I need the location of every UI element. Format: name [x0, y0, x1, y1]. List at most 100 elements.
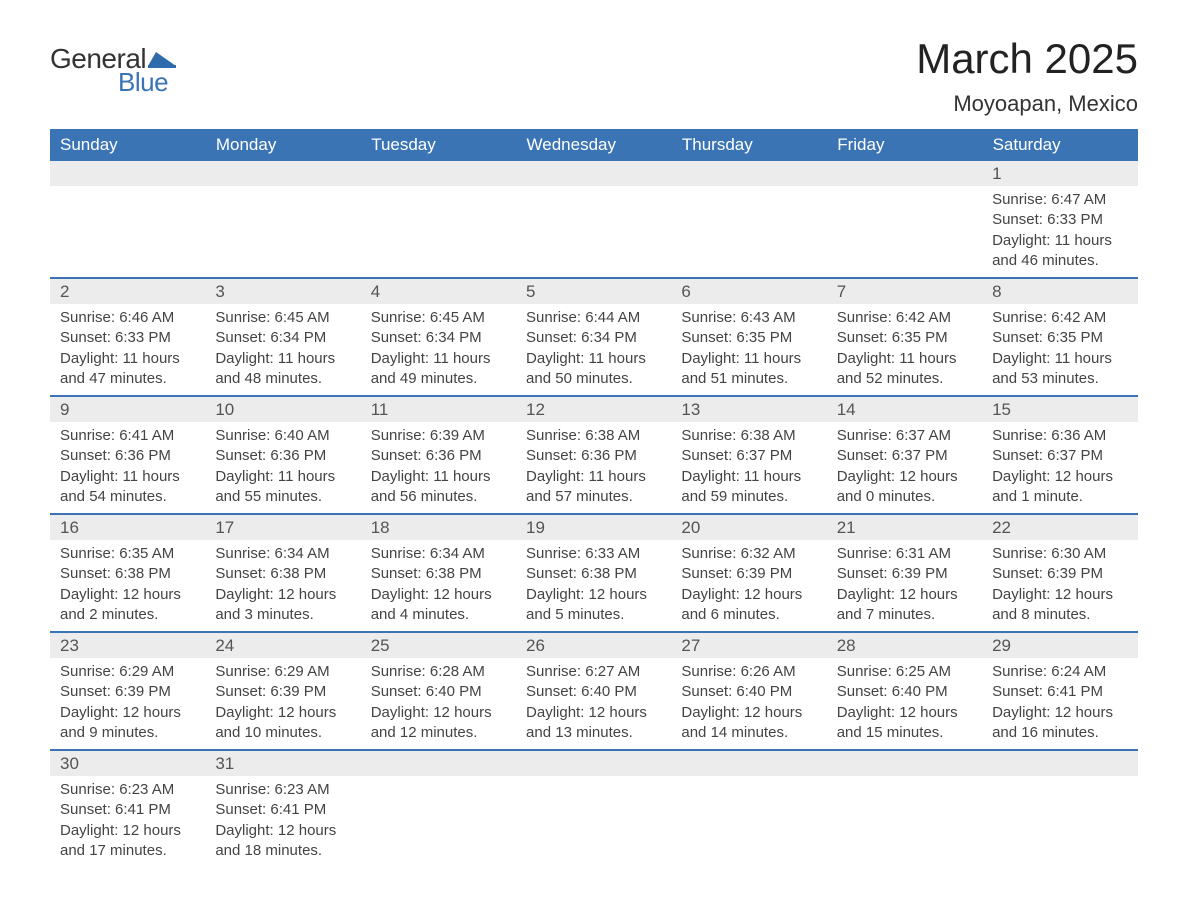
day-details-cell: Sunrise: 6:36 AMSunset: 6:37 PMDaylight:… — [982, 422, 1137, 514]
day-details-cell: Sunrise: 6:34 AMSunset: 6:38 PMDaylight:… — [361, 540, 516, 632]
day-details-cell: Sunrise: 6:39 AMSunset: 6:36 PMDaylight:… — [361, 422, 516, 514]
daylight-text-2: and 5 minutes. — [526, 605, 661, 625]
sunrise-text: Sunrise: 6:38 AM — [526, 426, 661, 446]
daylight-text-2: and 48 minutes. — [215, 369, 350, 389]
day-number-cell — [671, 750, 826, 776]
day-details-cell — [516, 776, 671, 867]
day-details-cell: Sunrise: 6:34 AMSunset: 6:38 PMDaylight:… — [205, 540, 360, 632]
daylight-text-1: Daylight: 11 hours — [837, 349, 972, 369]
daylight-text-2: and 12 minutes. — [371, 723, 506, 743]
day-details-cell: Sunrise: 6:24 AMSunset: 6:41 PMDaylight:… — [982, 658, 1137, 750]
day-details-cell — [671, 186, 826, 278]
sunset-text: Sunset: 6:37 PM — [992, 446, 1127, 466]
weekday-header: Saturday — [982, 129, 1137, 161]
day-number-cell — [516, 750, 671, 776]
day-number-cell — [361, 750, 516, 776]
day-number-cell — [516, 161, 671, 186]
day-number-cell: 16 — [50, 514, 205, 540]
daylight-text-2: and 6 minutes. — [681, 605, 816, 625]
daylight-text-1: Daylight: 11 hours — [992, 231, 1127, 251]
daylight-text-2: and 7 minutes. — [837, 605, 972, 625]
sunrise-text: Sunrise: 6:23 AM — [60, 780, 195, 800]
daylight-text-2: and 18 minutes. — [215, 841, 350, 861]
daylight-text-1: Daylight: 11 hours — [60, 467, 195, 487]
weekday-header: Tuesday — [361, 129, 516, 161]
day-number-cell: 20 — [671, 514, 826, 540]
day-number-cell: 25 — [361, 632, 516, 658]
daynum-row: 3031 — [50, 750, 1138, 776]
sunset-text: Sunset: 6:40 PM — [681, 682, 816, 702]
sunrise-text: Sunrise: 6:39 AM — [371, 426, 506, 446]
day-number-cell: 3 — [205, 278, 360, 304]
sunrise-text: Sunrise: 6:30 AM — [992, 544, 1127, 564]
day-details-cell: Sunrise: 6:37 AMSunset: 6:37 PMDaylight:… — [827, 422, 982, 514]
daylight-text-2: and 0 minutes. — [837, 487, 972, 507]
daylight-text-1: Daylight: 12 hours — [215, 703, 350, 723]
header-row: General Blue March 2025 Moyoapan, Mexico — [50, 35, 1138, 117]
sunrise-text: Sunrise: 6:45 AM — [371, 308, 506, 328]
day-details-cell: Sunrise: 6:47 AMSunset: 6:33 PMDaylight:… — [982, 186, 1137, 278]
calendar-table: Sunday Monday Tuesday Wednesday Thursday… — [50, 129, 1138, 867]
day-details-cell — [205, 186, 360, 278]
day-number-cell: 1 — [982, 161, 1137, 186]
daylight-text-2: and 51 minutes. — [681, 369, 816, 389]
daylight-text-2: and 47 minutes. — [60, 369, 195, 389]
daylight-text-1: Daylight: 12 hours — [526, 585, 661, 605]
day-details-cell — [516, 186, 671, 278]
day-details-cell: Sunrise: 6:30 AMSunset: 6:39 PMDaylight:… — [982, 540, 1137, 632]
sunrise-text: Sunrise: 6:43 AM — [681, 308, 816, 328]
sunset-text: Sunset: 6:36 PM — [371, 446, 506, 466]
day-number-cell: 11 — [361, 396, 516, 422]
day-details-cell: Sunrise: 6:45 AMSunset: 6:34 PMDaylight:… — [361, 304, 516, 396]
sunrise-text: Sunrise: 6:25 AM — [837, 662, 972, 682]
sunrise-text: Sunrise: 6:37 AM — [837, 426, 972, 446]
daylight-text-2: and 17 minutes. — [60, 841, 195, 861]
sunset-text: Sunset: 6:38 PM — [60, 564, 195, 584]
details-row: Sunrise: 6:47 AMSunset: 6:33 PMDaylight:… — [50, 186, 1138, 278]
day-number-cell: 15 — [982, 396, 1137, 422]
daylight-text-1: Daylight: 12 hours — [60, 585, 195, 605]
day-number-cell: 5 — [516, 278, 671, 304]
day-number-cell: 28 — [827, 632, 982, 658]
day-number-cell: 6 — [671, 278, 826, 304]
day-number-cell: 26 — [516, 632, 671, 658]
day-details-cell: Sunrise: 6:42 AMSunset: 6:35 PMDaylight:… — [827, 304, 982, 396]
sunset-text: Sunset: 6:41 PM — [60, 800, 195, 820]
sunset-text: Sunset: 6:33 PM — [60, 328, 195, 348]
daynum-row: 9101112131415 — [50, 396, 1138, 422]
day-number-cell: 14 — [827, 396, 982, 422]
day-number-cell: 23 — [50, 632, 205, 658]
weekday-header: Monday — [205, 129, 360, 161]
day-details-cell: Sunrise: 6:23 AMSunset: 6:41 PMDaylight:… — [205, 776, 360, 867]
sunset-text: Sunset: 6:39 PM — [837, 564, 972, 584]
daylight-text-1: Daylight: 12 hours — [837, 467, 972, 487]
sunrise-text: Sunrise: 6:35 AM — [60, 544, 195, 564]
day-details-cell — [50, 186, 205, 278]
daylight-text-1: Daylight: 12 hours — [215, 585, 350, 605]
day-details-cell: Sunrise: 6:44 AMSunset: 6:34 PMDaylight:… — [516, 304, 671, 396]
daylight-text-2: and 4 minutes. — [371, 605, 506, 625]
day-details-cell: Sunrise: 6:45 AMSunset: 6:34 PMDaylight:… — [205, 304, 360, 396]
sunrise-text: Sunrise: 6:36 AM — [992, 426, 1127, 446]
day-number-cell: 4 — [361, 278, 516, 304]
day-details-cell: Sunrise: 6:27 AMSunset: 6:40 PMDaylight:… — [516, 658, 671, 750]
sunset-text: Sunset: 6:39 PM — [992, 564, 1127, 584]
day-details-cell: Sunrise: 6:23 AMSunset: 6:41 PMDaylight:… — [50, 776, 205, 867]
sunrise-text: Sunrise: 6:41 AM — [60, 426, 195, 446]
sunset-text: Sunset: 6:40 PM — [837, 682, 972, 702]
sunset-text: Sunset: 6:38 PM — [526, 564, 661, 584]
sunrise-text: Sunrise: 6:28 AM — [371, 662, 506, 682]
day-details-cell: Sunrise: 6:41 AMSunset: 6:36 PMDaylight:… — [50, 422, 205, 514]
daylight-text-1: Daylight: 12 hours — [60, 821, 195, 841]
sunset-text: Sunset: 6:36 PM — [60, 446, 195, 466]
sunset-text: Sunset: 6:36 PM — [526, 446, 661, 466]
day-number-cell: 18 — [361, 514, 516, 540]
daylight-text-1: Daylight: 11 hours — [526, 349, 661, 369]
weekday-header: Wednesday — [516, 129, 671, 161]
sunset-text: Sunset: 6:41 PM — [992, 682, 1127, 702]
daylight-text-1: Daylight: 11 hours — [681, 467, 816, 487]
daylight-text-1: Daylight: 12 hours — [371, 703, 506, 723]
daylight-text-1: Daylight: 11 hours — [526, 467, 661, 487]
sunrise-text: Sunrise: 6:33 AM — [526, 544, 661, 564]
sunrise-text: Sunrise: 6:34 AM — [215, 544, 350, 564]
